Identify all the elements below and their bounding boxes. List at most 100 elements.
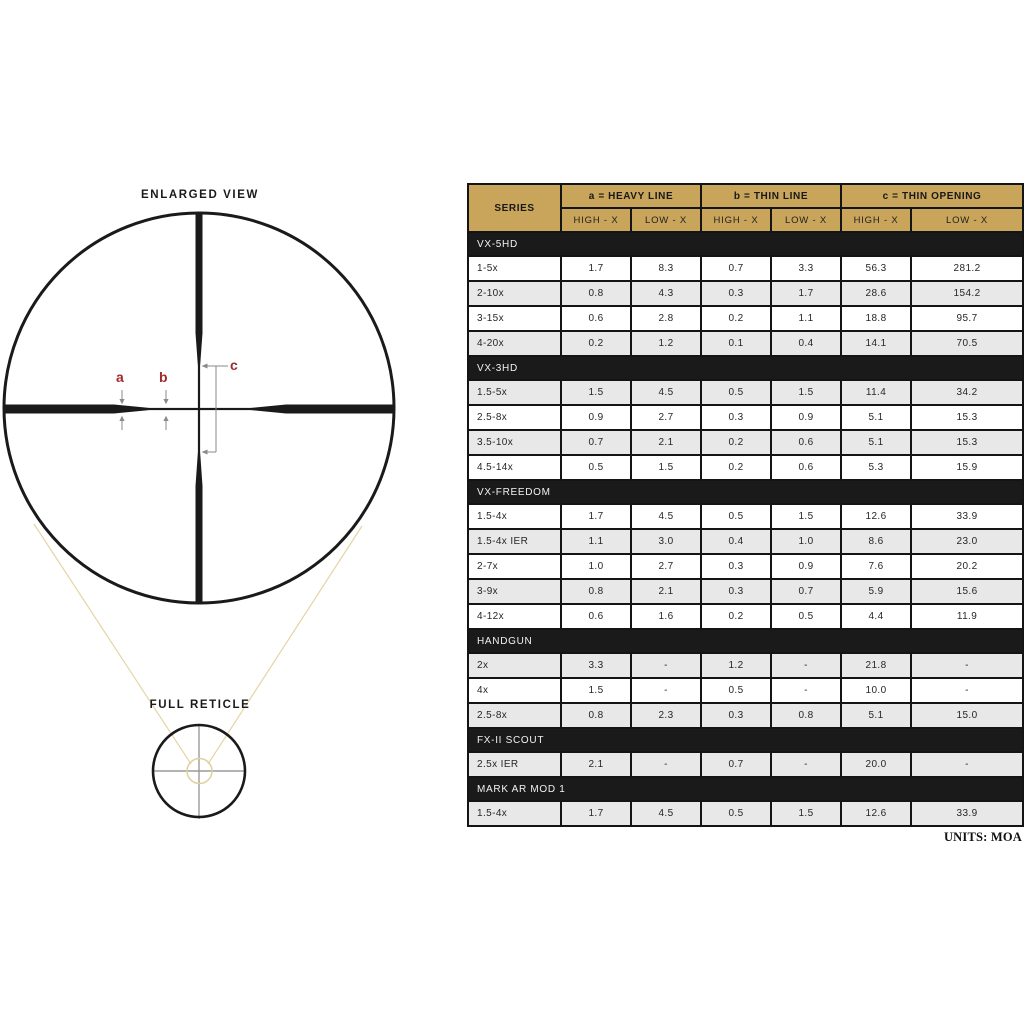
value-cell: 0.5 (700, 379, 773, 406)
series-cell: 3.5-10x (467, 429, 562, 456)
value-cell: 154.2 (910, 280, 1024, 307)
value-cell: 15.9 (910, 454, 1024, 481)
sub-header: LOW - X (770, 207, 843, 233)
table-row: 3.5-10x 0.7 2.1 0.2 0.6 5.1 15.3 (467, 429, 1024, 456)
value-cell: - (910, 677, 1024, 704)
value-cell: 1.5 (560, 677, 632, 704)
value-cell: 1.5 (770, 503, 843, 530)
value-cell: 15.3 (910, 429, 1024, 456)
value-cell: 1.2 (700, 652, 773, 679)
value-cell: 0.6 (560, 305, 632, 332)
value-cell: 15.3 (910, 404, 1024, 431)
series-cell: 1.5-4x IER (467, 528, 562, 555)
value-cell: 70.5 (910, 330, 1024, 357)
section-row: VX-5HD (466, 231, 1024, 257)
dimension-arrows-b (163, 390, 169, 430)
table-row: 2.5-8x 0.8 2.3 0.3 0.8 5.1 15.0 (467, 702, 1024, 729)
value-cell: 0.5 (700, 677, 773, 704)
value-cell: 0.2 (700, 429, 773, 456)
value-cell: 2.7 (629, 404, 703, 431)
magnifier-line-left (33, 523, 192, 765)
value-cell: 0.5 (700, 503, 773, 530)
value-cell: 0.1 (700, 330, 773, 357)
value-cell: - (770, 652, 843, 679)
value-cell: 0.4 (700, 528, 773, 555)
table-row: 1.5-4x 1.7 4.5 0.5 1.5 12.6 33.9 (467, 503, 1024, 530)
value-cell: - (910, 652, 1024, 679)
series-cell: 2-10x (467, 280, 562, 307)
zoom-region-circle (186, 757, 213, 785)
value-cell: 8.3 (629, 255, 703, 282)
value-cell: 1.1 (560, 528, 632, 555)
section-row: VX-3HD (466, 355, 1024, 381)
section-label: HANDGUN (466, 628, 1024, 654)
table-row: 2.5-8x 0.9 2.7 0.3 0.9 5.1 15.3 (467, 404, 1024, 431)
group-header-1: a = HEAVY LINE (559, 183, 703, 209)
value-cell: 1.0 (560, 553, 632, 580)
section-label: MARK AR MOD 1 (466, 776, 1024, 802)
value-cell: 5.1 (840, 429, 913, 456)
value-cell: 33.9 (910, 800, 1024, 827)
table-row: 2.5x IER 2.1-0.7-20.0- (467, 751, 1024, 778)
table-row: 4-12x 0.6 1.6 0.2 0.5 4.4 11.9 (467, 603, 1024, 630)
reticle-diagram (2, 211, 396, 819)
sub-header: HIGH - X (560, 207, 632, 233)
value-cell: 20.2 (910, 553, 1024, 580)
series-cell: 1.5-4x (467, 800, 562, 827)
value-cell: 1.1 (770, 305, 843, 332)
value-cell: 1.0 (770, 528, 843, 555)
value-cell: 0.2 (700, 305, 773, 332)
value-cell: 18.8 (840, 305, 913, 332)
dimension-bracket-c (201, 363, 228, 455)
table-row: 4-20x 0.2 1.2 0.1 0.4 14.1 70.5 (467, 330, 1024, 357)
magnifier-line-right (207, 525, 363, 765)
value-cell: 0.2 (700, 603, 773, 630)
value-cell: 0.3 (700, 280, 773, 307)
full-reticle-graphic (151, 723, 247, 819)
value-cell: 1.5 (770, 379, 843, 406)
value-cell: - (629, 751, 703, 778)
group-header-2: b = THIN LINE (700, 183, 843, 209)
table-row: 1.5-4x IER 1.1 3.0 0.4 1.0 8.6 23.0 (467, 528, 1024, 555)
table-row: 1.5-5x 1.5 4.5 0.5 1.5 11.4 34.2 (467, 379, 1024, 406)
table-row: 4.5-14x 0.5 1.5 0.2 0.6 5.3 15.9 (467, 454, 1024, 481)
series-cell: 4-12x (467, 603, 562, 630)
value-cell: 15.0 (910, 702, 1024, 729)
value-cell: 0.3 (700, 702, 773, 729)
callout-a-label: a (116, 369, 124, 385)
value-cell: 0.5 (700, 800, 773, 827)
units-note: UNITS: MOA (943, 830, 1022, 844)
value-cell: 0.7 (560, 429, 632, 456)
enlarged-view-label: ENLARGED VIEW (141, 189, 259, 201)
value-cell: 0.6 (770, 429, 843, 456)
series-cell: 2.5-8x (467, 702, 562, 729)
series-cell: 1-5x (467, 255, 562, 282)
sub-header: HIGH - X (840, 207, 913, 233)
callout-c-label: c (230, 357, 238, 373)
value-cell: 8.6 (840, 528, 913, 555)
value-cell: 0.7 (700, 751, 773, 778)
series-cell: 2.5-8x (467, 404, 562, 431)
value-cell: 3.0 (629, 528, 703, 555)
value-cell: 3.3 (770, 255, 843, 282)
value-cell: 0.5 (560, 454, 632, 481)
value-cell: 1.5 (560, 379, 632, 406)
value-cell: 4.5 (629, 503, 703, 530)
section-row: FX-II SCOUT (466, 727, 1024, 753)
value-cell: 5.9 (840, 578, 913, 605)
value-cell: 0.3 (700, 578, 773, 605)
value-cell: 2.1 (629, 578, 703, 605)
mini-scope-circle (151, 723, 247, 819)
series-cell: 2-7x (467, 553, 562, 580)
value-cell: 1.7 (560, 255, 632, 282)
table-row: 2x 3.3-1.2-21.8- (467, 652, 1024, 679)
value-cell: 4.5 (629, 379, 703, 406)
value-cell: 15.6 (910, 578, 1024, 605)
value-cell: 4.4 (840, 603, 913, 630)
value-cell: 2.7 (629, 553, 703, 580)
value-cell: 0.2 (700, 454, 773, 481)
value-cell: 0.9 (560, 404, 632, 431)
value-cell: 20.0 (840, 751, 913, 778)
value-cell: 0.8 (770, 702, 843, 729)
value-cell: 95.7 (910, 305, 1024, 332)
